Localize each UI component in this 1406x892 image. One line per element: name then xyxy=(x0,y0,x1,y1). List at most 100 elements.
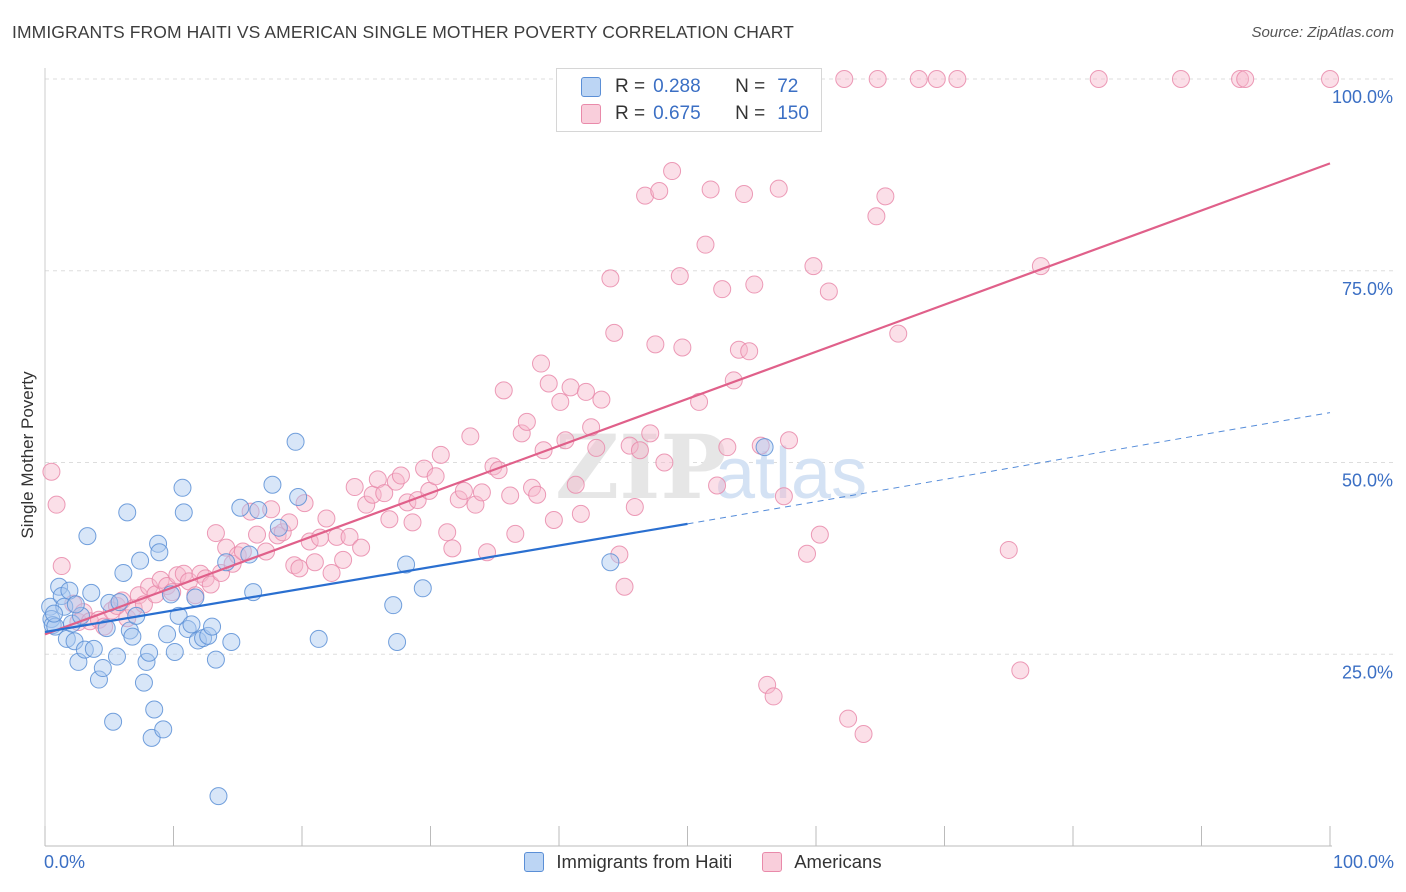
haiti-point xyxy=(388,632,407,651)
haiti-point xyxy=(134,673,153,692)
haiti-point xyxy=(209,787,228,806)
haiti-point xyxy=(289,488,308,507)
americans-point xyxy=(636,186,655,205)
bottom-legend-label: Immigrants from Haiti xyxy=(556,851,733,872)
haiti-point xyxy=(206,650,225,669)
americans-point xyxy=(701,180,720,199)
americans-point xyxy=(268,526,287,545)
watermark: ZIP atlas xyxy=(555,415,867,519)
americans-point xyxy=(532,354,551,373)
americans-point xyxy=(605,323,624,342)
americans-point xyxy=(517,412,536,431)
americans-point xyxy=(780,431,799,450)
americans-point xyxy=(168,566,187,585)
americans-point xyxy=(248,525,267,544)
americans-point xyxy=(673,338,692,357)
bottom-legend-americans: Americans xyxy=(762,851,882,873)
americans-point xyxy=(403,513,422,532)
americans-point xyxy=(868,70,887,88)
y-tick-label: 100.0% xyxy=(1332,87,1393,107)
americans-point xyxy=(927,70,946,88)
legend-row-haiti: R = 0.288 N = 72 xyxy=(581,75,798,99)
americans-point xyxy=(615,577,634,596)
americans-point xyxy=(380,510,399,529)
americans-point xyxy=(551,392,570,411)
americans-point xyxy=(655,453,674,472)
x-axis xyxy=(44,68,1332,847)
haiti-point xyxy=(55,597,74,616)
haiti-point xyxy=(131,551,150,570)
americans-point xyxy=(690,392,709,411)
legend-n-label: N = xyxy=(735,76,766,97)
haiti-point xyxy=(145,700,164,719)
haiti-point xyxy=(150,543,169,562)
haiti-point xyxy=(231,498,250,517)
legend-n-value: 150 xyxy=(777,103,809,124)
legend-swatch-blue xyxy=(581,77,601,97)
americans-point xyxy=(745,275,764,294)
haiti-point xyxy=(309,629,328,648)
americans-point xyxy=(708,476,727,495)
americans-point xyxy=(352,538,371,557)
haiti-point xyxy=(93,659,112,678)
haiti-point xyxy=(199,626,218,645)
americans-point xyxy=(322,563,341,582)
haiti-trend-line xyxy=(44,522,688,634)
legend-swatch-pink xyxy=(581,104,601,124)
americans-point xyxy=(1231,70,1250,88)
americans-point xyxy=(280,513,299,532)
americans-point xyxy=(601,269,620,288)
americans-point xyxy=(391,466,410,485)
y-tick-label: 25.0% xyxy=(1342,662,1393,682)
americans-point xyxy=(544,511,563,530)
americans-point xyxy=(285,556,304,575)
y-axis-ticks: 25.0% 50.0% 75.0% 100.0% xyxy=(1332,87,1393,682)
americans-point xyxy=(948,70,967,88)
americans-point xyxy=(854,725,873,744)
americans-point xyxy=(201,575,220,594)
americans-point xyxy=(357,495,376,514)
x-tick-min: 0.0% xyxy=(44,852,86,872)
haiti-point xyxy=(601,553,620,572)
americans-point xyxy=(501,486,520,505)
americans-point xyxy=(592,390,611,409)
americans-point xyxy=(587,438,606,457)
americans-point xyxy=(999,540,1018,559)
americans-point xyxy=(641,424,660,443)
bottom-legend-label: Americans xyxy=(794,851,882,872)
bottom-legend-haiti: Immigrants from Haiti xyxy=(524,851,732,873)
americans-point xyxy=(713,280,732,299)
americans-point xyxy=(317,509,336,528)
haiti-point xyxy=(384,596,403,615)
haiti-point xyxy=(97,619,116,638)
americans-point xyxy=(42,462,61,481)
haiti-point xyxy=(186,588,205,607)
source-label: Source: ZipAtlas.com xyxy=(1251,24,1394,41)
watermark-zip: ZIP xyxy=(555,415,727,519)
americans-point xyxy=(494,381,513,400)
haiti-point xyxy=(82,583,101,602)
americans-point xyxy=(740,342,759,361)
americans-point xyxy=(735,185,754,204)
legend-r-value: 0.675 xyxy=(653,103,701,124)
legend-r-label: R = xyxy=(615,76,646,97)
americans-point xyxy=(630,441,649,460)
haiti-point xyxy=(84,639,103,658)
americans-point xyxy=(426,467,445,486)
americans-point xyxy=(461,427,480,446)
americans-point xyxy=(340,527,359,546)
haiti-point xyxy=(107,647,126,666)
legend-n-value: 72 xyxy=(777,76,799,97)
haiti-point xyxy=(89,670,108,689)
americans-point xyxy=(663,162,682,181)
haiti-point xyxy=(78,527,97,546)
haiti-point xyxy=(174,503,193,522)
americans-point xyxy=(764,687,783,706)
haiti-point xyxy=(286,432,305,451)
blue-points xyxy=(41,432,774,806)
americans-point xyxy=(769,179,788,198)
americans-point xyxy=(512,424,531,443)
americans-point xyxy=(576,382,595,401)
haiti-point xyxy=(114,563,133,582)
